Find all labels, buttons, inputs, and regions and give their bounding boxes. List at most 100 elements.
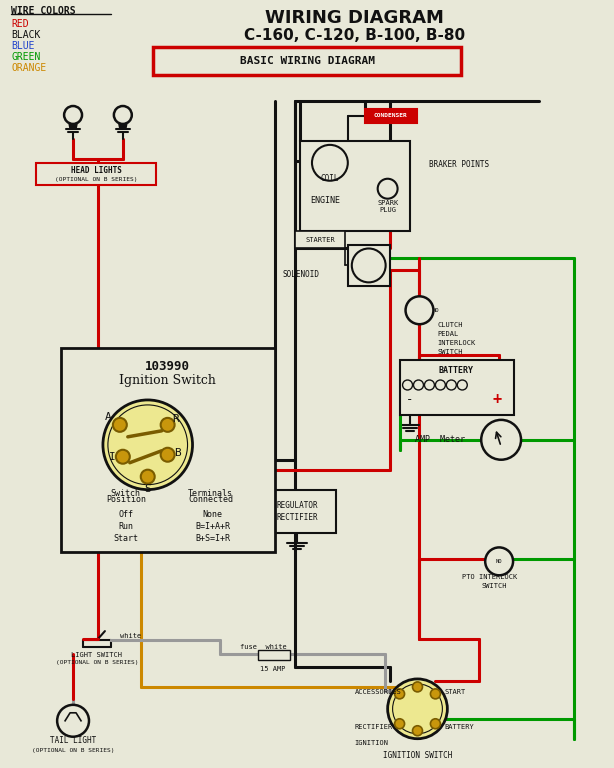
Text: Off: Off bbox=[119, 510, 133, 519]
Text: BASIC WIRING DIAGRAM: BASIC WIRING DIAGRAM bbox=[239, 56, 375, 66]
Text: IGNITION SWITCH: IGNITION SWITCH bbox=[383, 751, 452, 760]
Circle shape bbox=[116, 450, 130, 464]
Bar bbox=[300, 141, 410, 230]
Circle shape bbox=[161, 448, 174, 462]
Circle shape bbox=[108, 405, 187, 485]
Text: white: white bbox=[120, 633, 141, 639]
Text: I: I bbox=[109, 452, 115, 462]
Circle shape bbox=[424, 380, 435, 390]
Text: C-160, C-120, B-100, B-80: C-160, C-120, B-100, B-80 bbox=[244, 28, 465, 43]
Circle shape bbox=[481, 420, 521, 460]
Text: ACCESSORIES: ACCESSORIES bbox=[355, 689, 402, 695]
Circle shape bbox=[413, 682, 422, 692]
Text: AMP  Meter: AMP Meter bbox=[414, 435, 465, 445]
Circle shape bbox=[64, 106, 82, 124]
Text: SWITCH: SWITCH bbox=[437, 349, 463, 355]
Circle shape bbox=[113, 418, 127, 432]
Text: Connected: Connected bbox=[188, 495, 233, 504]
Text: SPARK: SPARK bbox=[377, 200, 398, 206]
Text: B=I+A+R: B=I+A+R bbox=[195, 522, 230, 531]
Text: CLUTCH: CLUTCH bbox=[437, 323, 463, 328]
Circle shape bbox=[403, 380, 413, 390]
Bar bbox=[400, 360, 514, 415]
Text: HEAD LIGHTS: HEAD LIGHTS bbox=[71, 167, 122, 175]
Circle shape bbox=[395, 689, 405, 699]
Text: PEDAL: PEDAL bbox=[437, 331, 459, 337]
Text: BATTERY: BATTERY bbox=[445, 723, 474, 730]
Text: Position: Position bbox=[106, 495, 146, 504]
Text: Switch: Switch bbox=[111, 489, 141, 498]
Bar bbox=[153, 47, 461, 75]
Text: Start: Start bbox=[114, 534, 138, 543]
Circle shape bbox=[352, 249, 386, 283]
Circle shape bbox=[406, 296, 433, 324]
Text: NO: NO bbox=[496, 559, 502, 564]
Text: Terminals: Terminals bbox=[188, 489, 233, 498]
Text: IGNITION: IGNITION bbox=[355, 740, 389, 746]
Text: CONDENSER: CONDENSER bbox=[374, 114, 408, 118]
Text: A: A bbox=[104, 412, 111, 422]
Text: RED: RED bbox=[11, 19, 29, 29]
Text: REGULATOR: REGULATOR bbox=[276, 501, 318, 510]
Bar bbox=[365, 109, 416, 123]
Text: LIGHT SWITCH: LIGHT SWITCH bbox=[71, 652, 122, 658]
Text: BRAKER POINTS: BRAKER POINTS bbox=[429, 161, 489, 169]
Text: BLACK: BLACK bbox=[11, 30, 41, 40]
Text: ORANGE: ORANGE bbox=[11, 63, 47, 73]
Text: fuse  white: fuse white bbox=[240, 644, 287, 650]
Circle shape bbox=[312, 145, 348, 180]
Text: (OPTIONAL ON B SERIES): (OPTIONAL ON B SERIES) bbox=[56, 660, 138, 666]
Bar bbox=[36, 163, 156, 185]
Text: PLUG: PLUG bbox=[379, 207, 396, 213]
Circle shape bbox=[387, 679, 448, 739]
Bar bbox=[348, 244, 390, 286]
Circle shape bbox=[392, 684, 442, 733]
Polygon shape bbox=[69, 124, 77, 129]
Circle shape bbox=[141, 470, 155, 484]
Circle shape bbox=[413, 380, 424, 390]
Text: Run: Run bbox=[119, 522, 133, 531]
Text: BLUE: BLUE bbox=[11, 41, 35, 51]
Text: WIRE COLORS: WIRE COLORS bbox=[11, 6, 76, 16]
Text: INTERLOCK: INTERLOCK bbox=[437, 340, 476, 346]
Circle shape bbox=[485, 548, 513, 575]
Text: PTO INTERLOCK: PTO INTERLOCK bbox=[462, 574, 517, 581]
Bar bbox=[258, 650, 290, 660]
Text: SOLENOID: SOLENOID bbox=[283, 270, 320, 279]
Text: Ignition Switch: Ignition Switch bbox=[119, 373, 216, 386]
Text: 103990: 103990 bbox=[145, 359, 190, 372]
Circle shape bbox=[430, 719, 440, 729]
Text: ENGINE: ENGINE bbox=[310, 196, 340, 205]
Text: TAIL LIGHT: TAIL LIGHT bbox=[50, 737, 96, 745]
Text: NO: NO bbox=[432, 308, 438, 313]
Text: +: + bbox=[492, 392, 502, 408]
Circle shape bbox=[161, 418, 174, 432]
Bar bbox=[61, 348, 275, 552]
Circle shape bbox=[413, 726, 422, 736]
Text: S: S bbox=[144, 484, 151, 494]
Text: START: START bbox=[445, 689, 465, 695]
Text: (OPTIONAL ON B SERIES): (OPTIONAL ON B SERIES) bbox=[55, 177, 137, 182]
Text: RECTIFIER: RECTIFIER bbox=[276, 513, 318, 522]
Circle shape bbox=[103, 400, 193, 490]
Circle shape bbox=[457, 380, 467, 390]
Circle shape bbox=[57, 705, 89, 737]
Circle shape bbox=[430, 689, 440, 699]
Circle shape bbox=[378, 179, 398, 199]
Circle shape bbox=[435, 380, 445, 390]
Text: (OPTIONAL ON B SERIES): (OPTIONAL ON B SERIES) bbox=[32, 748, 114, 753]
Text: BATTERY: BATTERY bbox=[439, 366, 474, 375]
Text: 15 AMP: 15 AMP bbox=[260, 666, 286, 672]
Text: B+S=I+R: B+S=I+R bbox=[195, 534, 230, 543]
Circle shape bbox=[114, 106, 132, 124]
Circle shape bbox=[446, 380, 456, 390]
Bar bbox=[295, 230, 345, 249]
Polygon shape bbox=[119, 124, 127, 129]
Text: GREEN: GREEN bbox=[11, 52, 41, 62]
Text: -: - bbox=[406, 393, 413, 406]
Text: STARTER: STARTER bbox=[305, 237, 335, 243]
Text: WIRING DIAGRAM: WIRING DIAGRAM bbox=[265, 9, 444, 28]
Bar bbox=[258, 490, 336, 534]
Text: COIL: COIL bbox=[321, 174, 339, 184]
Text: None: None bbox=[203, 510, 222, 519]
